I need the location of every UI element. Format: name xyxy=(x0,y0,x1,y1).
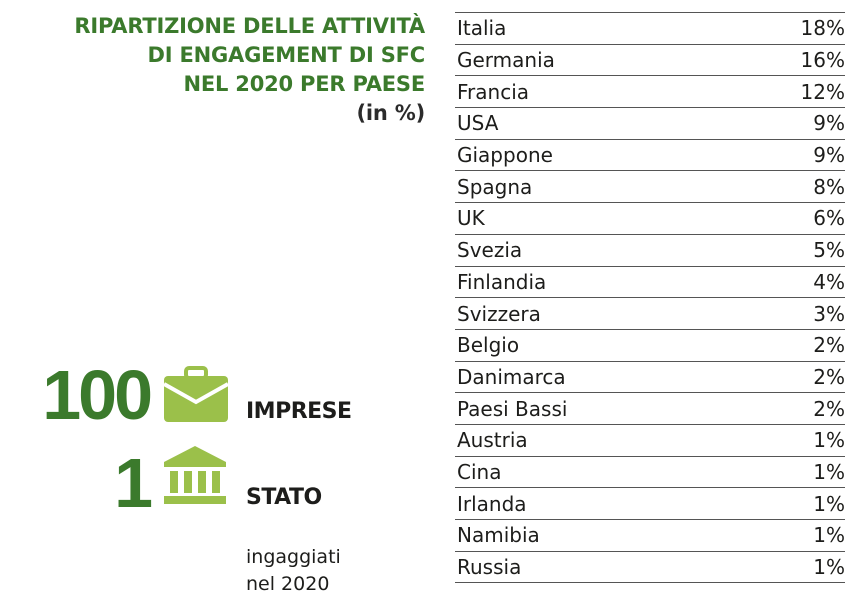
country-name: Svezia xyxy=(457,238,523,263)
table-row: Paesi Bassi 2% xyxy=(455,393,845,425)
country-name: Cina xyxy=(457,459,502,484)
country-percent: 16% xyxy=(800,48,845,73)
country-name: Paesi Bassi xyxy=(457,396,568,421)
title-line: NEL 2020 PER PAESE xyxy=(183,72,425,96)
country-percent: 2% xyxy=(813,396,845,421)
country-percent: 9% xyxy=(813,143,845,168)
briefcase-icon xyxy=(162,366,230,424)
table-row: USA 9% xyxy=(455,108,845,140)
country-name: Germania xyxy=(457,48,555,73)
country-percent: 1% xyxy=(813,523,845,548)
country-name: Svizzera xyxy=(457,301,541,326)
table-row: Danimarca 2% xyxy=(455,362,845,394)
country-percent: 2% xyxy=(813,364,845,389)
companies-count: 100 xyxy=(42,356,153,434)
table-row: UK 6% xyxy=(455,203,845,235)
country-name: Belgio xyxy=(457,333,520,358)
table-row: Giappone 9% xyxy=(455,140,845,172)
country-table: Italia 18% Germania 16% Francia 12% USA 9% Giapp… xyxy=(455,12,845,584)
table-row: Spagna 8% xyxy=(455,171,845,204)
table-row: Namibia 1% xyxy=(455,520,845,552)
country-percent: 4% xyxy=(813,269,845,294)
country-name: Danimarca xyxy=(457,364,566,389)
table-row: Cina 1% xyxy=(455,457,845,489)
country-percent: 3% xyxy=(813,301,845,326)
country-percent: 1% xyxy=(813,428,845,453)
title-line: RIPARTIZIONE DELLE ATTIVITÀ xyxy=(74,14,425,38)
states-count: 1 xyxy=(114,444,153,522)
table-row: Francia 12% xyxy=(455,76,845,109)
country-name: Irlanda xyxy=(457,491,527,516)
country-name: UK xyxy=(457,206,485,231)
country-percent: 1% xyxy=(813,491,845,516)
states-label: STATO xyxy=(246,485,322,510)
country-name: Italia xyxy=(457,16,507,41)
table-row: Belgio 2% xyxy=(455,330,845,362)
country-percent: 5% xyxy=(813,238,845,263)
title-line: DI ENGAGEMENT DI SFC xyxy=(147,43,426,67)
country-percent: 1% xyxy=(813,555,845,580)
country-name: Finlandia xyxy=(457,269,547,294)
companies-label: IMPRESE xyxy=(246,399,352,424)
table-row: Finlandia 4% xyxy=(455,267,845,299)
country-percent: 6% xyxy=(813,206,845,231)
country-name: Spagna xyxy=(457,174,533,199)
table-row: Russia 1% xyxy=(455,552,845,584)
country-name: Namibia xyxy=(457,523,540,548)
table-row: Germania 16% xyxy=(455,45,845,77)
country-name: Russia xyxy=(457,555,522,580)
country-percent: 2% xyxy=(813,333,845,358)
country-name: USA xyxy=(457,111,499,136)
page-title: RIPARTIZIONE DELLE ATTIVITÀ DI ENGAGEMEN… xyxy=(74,12,425,128)
country-percent: 9% xyxy=(813,111,845,136)
note-line: nel 2020 xyxy=(246,573,330,595)
table-row: Italia 18% xyxy=(455,13,845,45)
bank-icon xyxy=(162,444,228,506)
country-name: Giappone xyxy=(457,143,553,168)
country-percent: 18% xyxy=(800,16,845,41)
table-row: Svizzera 3% xyxy=(455,298,845,330)
engagement-note: ingaggiati nel 2020 xyxy=(246,544,341,598)
table-row: Irlanda 1% xyxy=(455,488,845,520)
country-name: Austria xyxy=(457,428,528,453)
title-unit: (in %) xyxy=(356,101,426,125)
country-percent: 12% xyxy=(800,79,845,104)
note-line: ingaggiati xyxy=(246,546,341,568)
table-row: Austria 1% xyxy=(455,425,845,457)
table-row: Svezia 5% xyxy=(455,235,845,267)
country-name: Francia xyxy=(457,79,530,104)
country-percent: 8% xyxy=(813,174,845,199)
country-percent: 1% xyxy=(813,459,845,484)
